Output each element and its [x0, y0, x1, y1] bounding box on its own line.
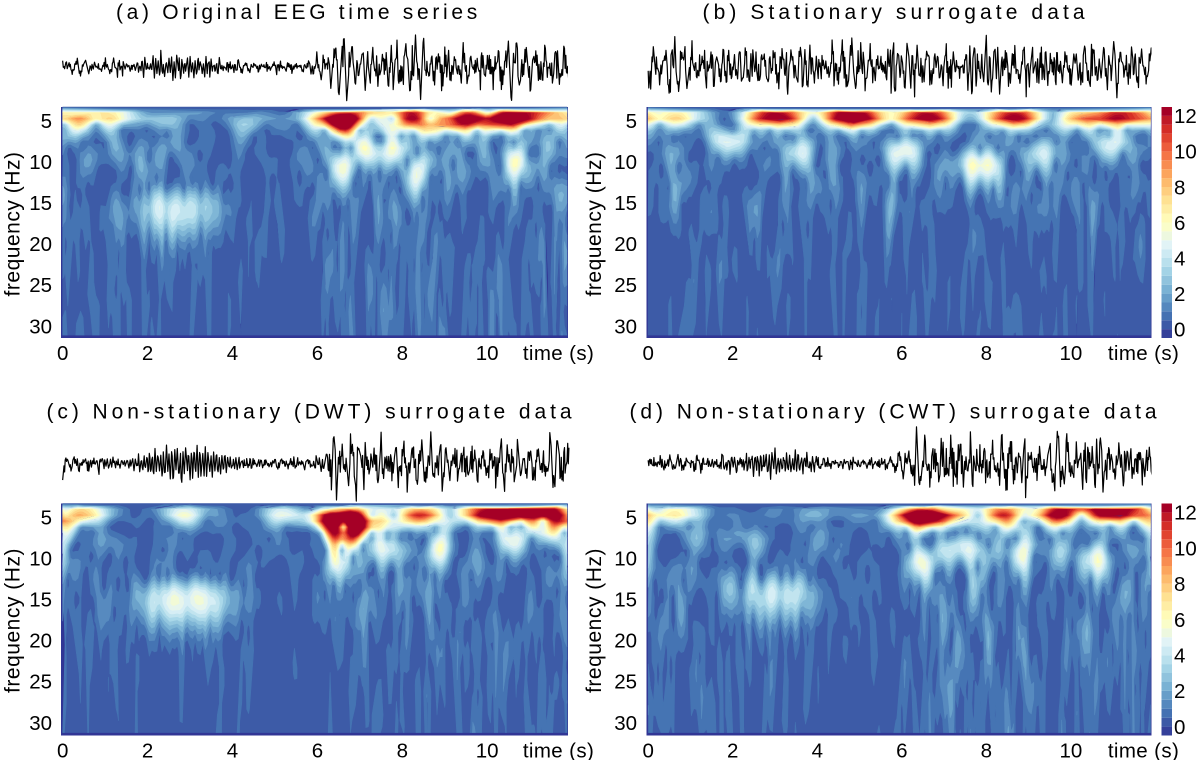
svg-text:time (s): time (s): [523, 739, 594, 760]
svg-text:20: 20: [614, 630, 637, 653]
svg-text:0: 0: [57, 739, 68, 760]
svg-text:25: 25: [614, 671, 637, 694]
svg-text:6: 6: [312, 739, 323, 760]
svg-text:30: 30: [29, 315, 52, 338]
svg-text:10: 10: [476, 342, 499, 365]
svg-text:time (s): time (s): [1108, 342, 1179, 365]
svg-text:20: 20: [614, 233, 637, 256]
svg-text:6: 6: [312, 342, 323, 365]
svg-text:0: 0: [642, 739, 653, 760]
svg-text:4: 4: [1174, 644, 1185, 667]
svg-text:frequency (Hz): frequency (Hz): [583, 548, 606, 693]
svg-text:8: 8: [981, 342, 992, 365]
svg-text:8: 8: [981, 739, 992, 760]
svg-text:10: 10: [29, 547, 52, 570]
svg-text:4: 4: [812, 739, 823, 760]
svg-text:12: 12: [1174, 502, 1197, 525]
svg-text:10: 10: [614, 151, 637, 174]
svg-text:(d) Non-stationary (CWT) surro: (d) Non-stationary (CWT) surrogate data: [629, 401, 1160, 424]
svg-text:0: 0: [57, 342, 68, 365]
svg-text:6: 6: [1174, 212, 1185, 235]
svg-text:(b) Stationary surrogate data: (b) Stationary surrogate data: [702, 1, 1088, 24]
svg-text:10: 10: [614, 547, 637, 570]
svg-text:2: 2: [142, 342, 153, 365]
svg-text:frequency (Hz): frequency (Hz): [2, 548, 25, 693]
svg-text:2: 2: [142, 739, 153, 760]
svg-text:15: 15: [614, 589, 637, 612]
svg-text:2: 2: [727, 342, 738, 365]
svg-text:4: 4: [227, 739, 238, 760]
svg-text:5: 5: [41, 110, 52, 133]
svg-text:20: 20: [29, 233, 52, 256]
svg-text:25: 25: [614, 274, 637, 297]
svg-text:2: 2: [1174, 680, 1185, 703]
svg-text:6: 6: [896, 739, 907, 760]
svg-text:10: 10: [1059, 739, 1082, 760]
svg-text:8: 8: [1174, 573, 1185, 596]
svg-text:15: 15: [29, 589, 52, 612]
svg-text:15: 15: [29, 192, 52, 215]
svg-text:10: 10: [476, 739, 499, 760]
svg-text:15: 15: [614, 192, 637, 215]
svg-text:0: 0: [1174, 716, 1185, 739]
svg-text:25: 25: [29, 671, 52, 694]
svg-text:0: 0: [1174, 318, 1185, 341]
svg-text:time (s): time (s): [1108, 739, 1179, 760]
svg-text:25: 25: [29, 274, 52, 297]
svg-text:5: 5: [626, 110, 637, 133]
svg-text:6: 6: [1174, 609, 1185, 632]
svg-text:10: 10: [1174, 537, 1197, 560]
svg-text:10: 10: [1174, 141, 1197, 164]
svg-text:30: 30: [614, 315, 637, 338]
svg-text:0: 0: [642, 342, 653, 365]
svg-text:4: 4: [812, 342, 823, 365]
svg-text:12: 12: [1174, 105, 1197, 128]
svg-text:20: 20: [29, 630, 52, 653]
svg-text:5: 5: [41, 506, 52, 529]
svg-text:frequency (Hz): frequency (Hz): [583, 152, 606, 297]
svg-text:frequency (Hz): frequency (Hz): [2, 152, 25, 297]
svg-text:6: 6: [896, 342, 907, 365]
svg-text:5: 5: [626, 506, 637, 529]
svg-text:2: 2: [1174, 283, 1185, 306]
svg-text:30: 30: [29, 712, 52, 735]
svg-text:8: 8: [1174, 176, 1185, 199]
svg-text:30: 30: [614, 712, 637, 735]
svg-text:8: 8: [397, 342, 408, 365]
svg-text:2: 2: [727, 739, 738, 760]
svg-text:10: 10: [1059, 342, 1082, 365]
svg-text:4: 4: [1174, 247, 1185, 270]
svg-text:4: 4: [227, 342, 238, 365]
svg-text:(c) Non-stationary (DWT) surro: (c) Non-stationary (DWT) surrogate data: [46, 401, 575, 424]
svg-text:10: 10: [29, 151, 52, 174]
svg-text:time (s): time (s): [523, 342, 594, 365]
svg-text:(a) Original EEG time series: (a) Original EEG time series: [116, 1, 481, 24]
svg-text:8: 8: [397, 739, 408, 760]
